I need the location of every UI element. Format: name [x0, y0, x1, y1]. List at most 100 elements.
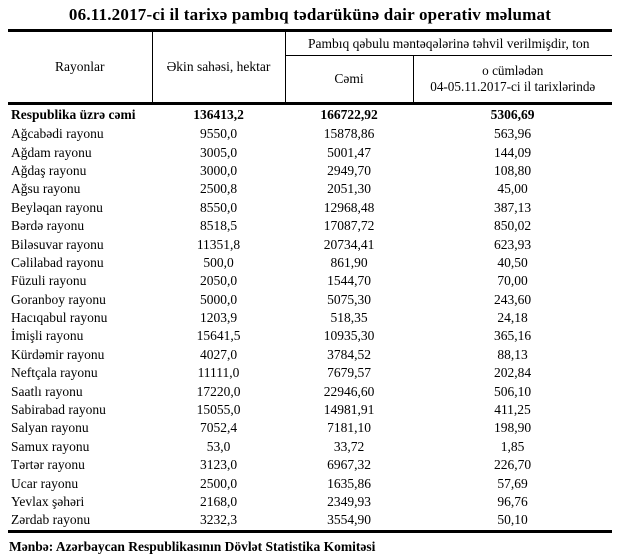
row-recent-value: 411,25	[494, 402, 531, 418]
row-area-value: 2168,0	[199, 494, 238, 509]
table-row: Bərdə rayonu 8518,5 17087,72 850,02	[8, 217, 612, 235]
table-row: Salyan rayonu 7052,4 7181,10 198,90	[8, 419, 612, 437]
row-area-value: 15055,0	[196, 402, 241, 418]
table-row: Sabirabad rayonu 15055,0 14981,91 411,25	[8, 401, 612, 419]
row-total-value: 2949,70	[327, 162, 371, 178]
row-region-name: Cəlilabad rayonu	[11, 254, 104, 270]
row-total-value: 10935,30	[323, 328, 375, 344]
data-table: Rayonlar Əkin sahəsi, hektar Pambıq qəbu…	[8, 29, 612, 533]
row-region-name: Füzuli rayonu	[11, 273, 87, 289]
row-region-name: Yevlax şəhəri	[11, 494, 85, 509]
total-row: Respublika üzrə cəmi 136413,2 166722,92 …	[8, 104, 612, 126]
row-region-name: Biləsuvar rayonu	[11, 236, 104, 252]
row-recent-value: 50,10	[413, 511, 612, 533]
row-area-value: 3123,0	[199, 457, 238, 473]
row-area-value: 9550,0	[199, 126, 238, 142]
row-recent-value: 96,76	[497, 494, 528, 509]
row-region-name: Ağdaş rayonu	[11, 162, 87, 178]
row-recent-value: 623,93	[493, 236, 532, 252]
table-row: Ağdam rayonu 3005,0 5001,47 144,09	[8, 143, 612, 161]
table-row: Ucar rayonu 2500,0 1635,86 57,69	[8, 474, 612, 492]
row-area-value: 8550,0	[199, 199, 238, 215]
row-total-value: 2349,93	[327, 494, 371, 509]
row-recent-value: 365,16	[493, 328, 532, 344]
row-area-value: 3005,0	[199, 144, 238, 160]
row-region-name: Sabirabad rayonu	[11, 402, 106, 418]
total-row-recent: 5306,69	[490, 107, 535, 122]
row-recent-value: 108,80	[493, 162, 532, 178]
row-area-value: 17220,0	[196, 383, 241, 399]
row-recent-value: 226,70	[493, 457, 532, 473]
table-header: Rayonlar Əkin sahəsi, hektar Pambıq qəbu…	[8, 29, 612, 105]
row-region-name: Ağcabədi rayonu	[11, 126, 104, 142]
row-total-value: 3784,52	[327, 346, 371, 362]
total-row-name: Respublika üzrə cəmi	[11, 107, 136, 122]
row-region-name: Tərtər rayonu	[11, 457, 85, 473]
row-area-value: 8518,5	[199, 218, 238, 234]
row-area-value: 2050,0	[199, 273, 238, 289]
row-region-name: Ucar rayonu	[11, 475, 79, 491]
row-recent-value: 202,84	[493, 365, 532, 381]
column-header-ocumleden-line1: o cümlədən	[482, 62, 544, 78]
row-recent-value: 70,00	[497, 273, 528, 289]
row-area-value: 2500,8	[199, 181, 238, 197]
row-total-value: 5075,30	[327, 291, 371, 307]
row-region-name: Ağdam rayonu	[11, 144, 92, 160]
row-region-name: Bərdə rayonu	[11, 218, 85, 234]
row-total-value: 3554,90	[285, 511, 413, 533]
row-region-name: Beyləqan rayonu	[11, 199, 103, 215]
row-area-value: 15641,5	[196, 328, 241, 344]
table-row: Yevlax şəhəri 2168,0 2349,93 96,76	[8, 493, 612, 511]
table-row: Tərtər rayonu 3123,0 6967,32 226,70	[8, 456, 612, 474]
row-area-value: 11111,0	[197, 365, 240, 381]
table-row: Hacıqabul rayonu 1203,9 518,35 24,18	[8, 309, 612, 327]
document: 06.11.2017-ci il tarixə pambıq tədarükün…	[0, 5, 620, 555]
table-body: Respublika üzrə cəmi 136413,2 166722,92 …	[8, 104, 612, 533]
row-recent-value: 198,90	[493, 420, 532, 436]
row-region-name: İmişli rayonu	[11, 328, 84, 344]
row-area-value: 11351,8	[196, 236, 241, 252]
row-recent-value: 243,60	[493, 291, 532, 307]
row-area-value: 53,0	[206, 438, 231, 454]
row-recent-value: 1,85	[500, 438, 525, 454]
table-row: Kürdəmir rayonu 4027,0 3784,52 88,13	[8, 346, 612, 364]
row-recent-value: 57,69	[497, 475, 528, 491]
row-total-value: 861,90	[330, 254, 368, 270]
row-total-value: 15878,86	[323, 126, 375, 142]
row-total-value: 5001,47	[327, 144, 371, 160]
row-total-value: 1635,86	[327, 475, 371, 491]
total-row-total: 166722,92	[320, 107, 378, 122]
row-recent-value: 88,13	[497, 346, 528, 362]
table-row: Ağdaş rayonu 3000,0 2949,70 108,80	[8, 162, 612, 180]
row-region-name: Samux rayonu	[11, 438, 90, 454]
row-area-value: 500,0	[203, 254, 234, 270]
row-area-value: 2500,0	[199, 475, 238, 491]
row-area-value: 1203,9	[199, 310, 238, 326]
row-total-value: 1544,70	[327, 273, 371, 289]
column-header-ekin-sahesi: Əkin sahəsi, hektar	[152, 29, 286, 105]
table-row: Zərdab rayonu 3232,3 3554,90 50,10	[8, 511, 612, 533]
row-region-name: Zərdab rayonu	[8, 511, 152, 533]
page-title: 06.11.2017-ci il tarixə pambıq tədarükün…	[68, 5, 552, 24]
column-header-rayonlar: Rayonlar	[8, 29, 153, 105]
table-row: Biləsuvar rayonu 11351,8 20734,41 623,93	[8, 235, 612, 253]
row-area-value: 3232,3	[152, 511, 285, 533]
row-recent-value: 506,10	[493, 383, 532, 399]
table-row: Saatlı rayonu 17220,0 22946,60 506,10	[8, 382, 612, 400]
row-recent-value: 24,18	[497, 310, 528, 326]
row-recent-value: 563,96	[493, 126, 532, 142]
row-total-value: 6967,32	[327, 457, 371, 473]
table-row: Füzuli rayonu 2050,0 1544,70 70,00	[8, 272, 612, 290]
row-region-name: Hacıqabul rayonu	[11, 310, 108, 326]
row-total-value: 12968,48	[323, 199, 375, 215]
table-row: Goranboy rayonu 5000,0 5075,30 243,60	[8, 291, 612, 309]
row-region-name: Ağsu rayonu	[11, 181, 81, 197]
table-row: Samux rayonu 53,0 33,72 1,85	[8, 438, 612, 456]
table-row: Beyləqan rayonu 8550,0 12968,48 387,13	[8, 199, 612, 217]
column-header-ocumleden: o cümlədən 04-05.11.2017-ci il tarixlərin…	[413, 55, 612, 105]
row-area-value: 7052,4	[199, 420, 238, 436]
row-region-name: Salyan rayonu	[11, 420, 89, 436]
row-total-value: 2051,30	[327, 181, 371, 197]
row-total-value: 17087,72	[323, 218, 375, 234]
table-row: Neftçala rayonu 11111,0 7679,57 202,84	[8, 364, 612, 382]
